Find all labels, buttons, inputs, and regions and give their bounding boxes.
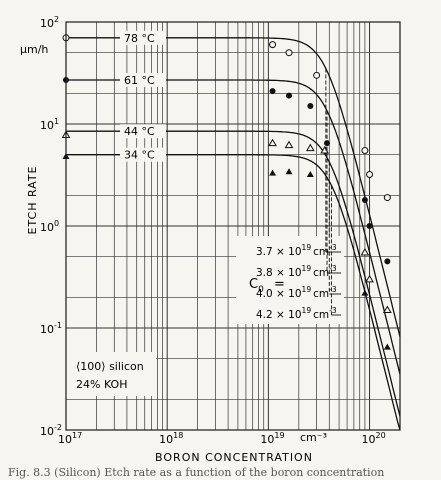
c0-value-mantissa: 4.0 × 10 [256,288,302,300]
data-point-78c [361,146,369,154]
x-tick-exponent: 17 [72,431,82,440]
y-tick-exponent: -1 [54,321,62,330]
x-tick-label: 1018 [159,431,183,446]
c0-value-mantissa: 4.2 × 10 [256,309,302,321]
y-unit-label: µm/h [20,43,48,56]
c0-value: 3.7 × 1019 cm-3 [256,243,337,258]
series-label-bg [120,124,166,139]
data-point-61c [307,103,314,110]
series-label-bg [120,73,166,88]
c0-value-exponent: 19 [302,285,312,294]
conditions-note: ⟨100⟩ silicon 24% KOH [66,352,156,396]
y-tick-label: 10-1 [40,321,62,336]
series-label: 61 °C [124,74,155,87]
data-point-78c [269,41,277,49]
y-tick-label: 100 [40,219,59,234]
y-axis-title: ETCH RATE [26,165,39,234]
data-point-61c [366,223,373,229]
x-tick-label: 1020 [362,431,386,446]
y-tick-label: 102 [40,15,59,30]
c0-value-unit: cm [313,288,329,300]
c0-value-unit: cm [313,309,329,321]
x-axis-title: BORON CONCENTRATION [155,451,313,464]
x-tick-exponent: 18 [173,431,183,440]
series-labels: 78 °C 61 °C 44 °C 34 °C [120,30,166,162]
c0-value-exponent: 19 [302,243,312,252]
data-point-44c [360,247,370,256]
data-point-44c [305,143,315,152]
c0-value-mantissa: 3.8 × 10 [256,267,302,279]
plot-frame [65,21,401,431]
data-point-78c [366,170,374,178]
c0-symbol: C0 = [249,277,285,296]
c0-value-unit-exponent: -3 [329,264,337,273]
series-label-bg [120,147,166,162]
c0-annotation-box: C0 = 3.7 × 1019 cm-33.8 × 1019 cm-34.0 × 1… [236,68,344,324]
data-point-61c [269,88,276,95]
series-label: 34 °C [124,149,155,162]
c0-value-unit: cm [313,246,329,258]
y-tick-exponent: 0 [54,219,59,228]
note-etchant: 24% KOH [76,378,128,391]
x-tick-exponent: 19 [274,431,284,440]
data-point-61c [384,258,391,265]
x-tick-label: 1017 [58,431,82,446]
data-point-44c [382,305,392,314]
data-point-78c [313,71,321,79]
y-tick-exponent: -2 [54,423,62,432]
c0-values-list: 3.7 × 1019 cm-33.8 × 1019 cm-34.0 × 1019 cm… [256,243,337,321]
x-tick-exponent: 20 [376,431,386,440]
y-tick-exponent: 1 [54,117,59,126]
grid-lines [66,22,400,430]
series-label-bg [120,30,166,45]
c0-value: 3.8 × 1019 cm-3 [256,264,337,279]
data-point-34c [269,169,277,176]
data-point-78c [285,49,293,57]
data-point-34c [306,170,314,177]
data-point-78c [383,194,391,202]
c0-bracket-lines [325,68,341,316]
series-curve [66,37,401,337]
data-point-44c [320,145,330,154]
c0-value-exponent: 19 [302,306,312,315]
y-tick-exponent: 2 [54,15,59,24]
c0-value: 4.0 × 1019 cm-3 [256,285,337,300]
note-orientation: ⟨100⟩ silicon [76,360,144,373]
data-point-34c [383,343,391,350]
data-point-61c [361,196,368,203]
data-point-44c [365,274,374,283]
data-point-34c [361,289,369,296]
c0-value-unit-exponent: -3 [329,285,337,294]
x-unit-label: cm⁻³ [300,431,327,444]
data-point-44c [284,140,294,149]
y-tick-label: 101 [40,117,59,132]
figure-caption: Fig. 8.3 (Silicon) Etch rate as a functi… [8,466,385,479]
c0-value-exponent: 19 [302,264,312,273]
c0-value: 4.2 × 1019 cm-3 [256,306,337,321]
series-label: 44 °C [124,125,155,138]
c0-value-unit-exponent: -3 [329,243,337,252]
series-label: 78 °C [124,32,155,45]
c0-value-unit-exponent: -3 [329,306,337,315]
data-point-61c [286,92,293,99]
c0-value-mantissa: 3.7 × 10 [256,246,302,258]
x-unit-base: cm⁻³ [300,431,327,444]
data-point-44c [268,138,277,147]
x-tick-label: 1019 [260,431,284,446]
data-point-34c [285,168,293,175]
c0-value-unit: cm [313,267,329,279]
